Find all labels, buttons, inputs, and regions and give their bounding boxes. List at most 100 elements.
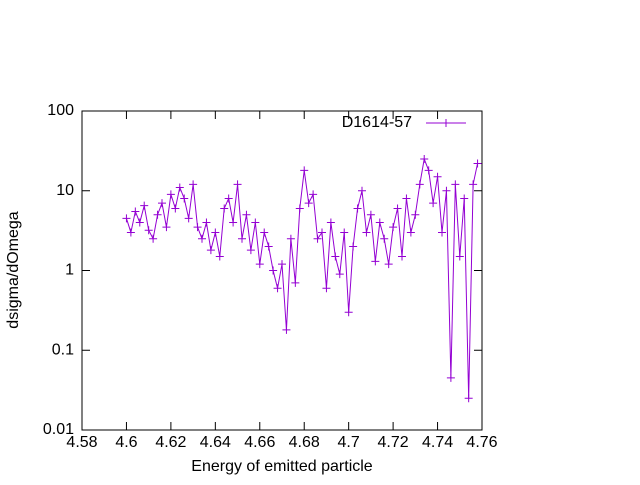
point <box>202 218 211 227</box>
point <box>260 228 269 237</box>
point <box>162 223 171 232</box>
point <box>238 234 246 243</box>
point <box>380 234 389 243</box>
point <box>286 234 295 243</box>
series-line <box>125 157 479 399</box>
point <box>166 190 175 199</box>
x-tick-label: 4.66 <box>244 434 275 451</box>
point <box>189 180 198 189</box>
point <box>242 210 251 219</box>
point <box>335 270 344 279</box>
point <box>246 246 255 255</box>
point <box>180 194 189 203</box>
point <box>455 252 464 261</box>
point <box>144 226 153 235</box>
point <box>264 242 273 251</box>
point <box>353 204 362 213</box>
point <box>326 218 335 227</box>
point <box>344 308 353 317</box>
x-tick-label: 4.7 <box>338 434 360 451</box>
x-tick-label: 4.6 <box>115 434 137 451</box>
point <box>349 242 358 251</box>
point <box>424 166 433 175</box>
point <box>140 201 149 210</box>
point <box>309 190 318 199</box>
point <box>451 180 460 189</box>
point <box>313 234 322 243</box>
point <box>322 284 331 293</box>
point <box>384 260 393 269</box>
point <box>220 204 229 213</box>
point <box>269 266 278 275</box>
point <box>273 284 282 293</box>
point <box>318 228 326 237</box>
point <box>229 218 238 227</box>
point <box>255 260 264 269</box>
point <box>153 210 162 219</box>
point <box>460 194 469 203</box>
point <box>295 204 304 213</box>
point <box>340 228 349 237</box>
legend-marker <box>442 119 450 127</box>
point <box>184 214 193 223</box>
point <box>291 278 300 287</box>
point <box>429 199 438 208</box>
point <box>473 159 482 168</box>
legend-label: D1614-57 <box>342 114 412 131</box>
point <box>233 180 242 189</box>
point <box>393 204 402 213</box>
point <box>131 207 140 216</box>
point <box>135 218 144 227</box>
point <box>206 246 215 255</box>
point <box>442 186 451 195</box>
point <box>278 260 286 269</box>
point <box>171 204 180 213</box>
x-tick-label: 4.64 <box>200 434 231 451</box>
x-tick-label: 4.74 <box>422 434 453 451</box>
point <box>331 252 340 261</box>
point <box>398 252 406 261</box>
point <box>358 186 366 195</box>
y-tick-label: 0.1 <box>52 341 74 358</box>
point <box>251 218 260 227</box>
x-axis-label: Energy of emitted particle <box>191 458 373 475</box>
point <box>375 218 384 227</box>
point <box>224 194 233 203</box>
point <box>193 223 202 232</box>
x-tick-label: 4.58 <box>66 434 97 451</box>
point <box>464 394 473 403</box>
point <box>433 172 442 181</box>
point <box>415 180 424 189</box>
point <box>215 252 224 261</box>
point <box>411 210 420 219</box>
point <box>122 214 131 223</box>
point <box>406 228 415 237</box>
y-tick-label: 0.01 <box>43 421 74 438</box>
point <box>126 228 135 237</box>
x-tick-label: 4.76 <box>466 434 497 451</box>
y-tick-label: 100 <box>47 102 74 119</box>
x-tick-label: 4.62 <box>155 434 186 451</box>
y-axis-label: dsigma/dOmega <box>5 211 22 328</box>
y-tick-label: 1 <box>65 262 74 279</box>
point <box>389 223 398 232</box>
point <box>300 166 309 175</box>
point <box>366 210 375 219</box>
point <box>469 180 478 189</box>
point <box>211 228 220 237</box>
point <box>149 234 158 243</box>
point <box>438 228 446 237</box>
point <box>304 199 313 208</box>
point <box>446 373 455 382</box>
point <box>175 183 184 192</box>
point <box>198 234 206 243</box>
x-tick-label: 4.68 <box>289 434 320 451</box>
y-tick-label: 10 <box>56 182 74 199</box>
point <box>420 155 429 164</box>
point <box>402 194 411 203</box>
point <box>282 325 291 334</box>
point <box>362 228 371 237</box>
x-tick-label: 4.72 <box>378 434 409 451</box>
